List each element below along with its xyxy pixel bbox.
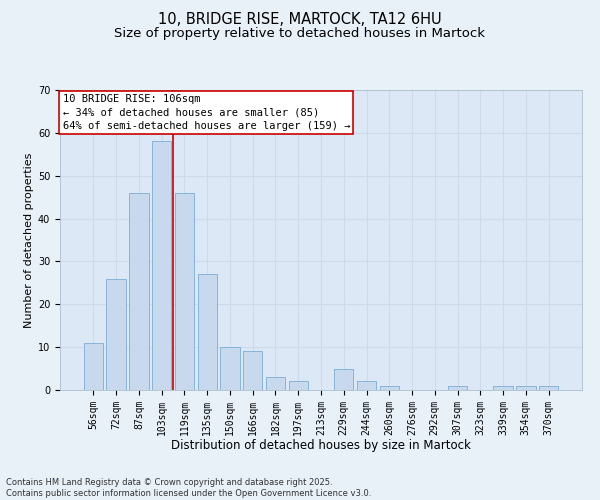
Y-axis label: Number of detached properties: Number of detached properties <box>24 152 34 328</box>
Text: Contains HM Land Registry data © Crown copyright and database right 2025.
Contai: Contains HM Land Registry data © Crown c… <box>6 478 371 498</box>
Bar <box>106 278 126 390</box>
Bar <box>493 386 513 390</box>
Bar <box>516 386 536 390</box>
X-axis label: Distribution of detached houses by size in Martock: Distribution of detached houses by size … <box>171 439 471 452</box>
Text: Size of property relative to detached houses in Martock: Size of property relative to detached ho… <box>115 28 485 40</box>
Bar <box>152 142 172 390</box>
Bar <box>266 377 285 390</box>
Bar <box>243 352 262 390</box>
Text: 10 BRIDGE RISE: 106sqm
← 34% of detached houses are smaller (85)
64% of semi-det: 10 BRIDGE RISE: 106sqm ← 34% of detached… <box>62 94 350 131</box>
Bar <box>289 382 308 390</box>
Bar <box>448 386 467 390</box>
Bar <box>334 368 353 390</box>
Bar <box>357 382 376 390</box>
Text: 10, BRIDGE RISE, MARTOCK, TA12 6HU: 10, BRIDGE RISE, MARTOCK, TA12 6HU <box>158 12 442 28</box>
Bar <box>84 343 103 390</box>
Bar <box>380 386 399 390</box>
Bar <box>197 274 217 390</box>
Bar <box>539 386 558 390</box>
Bar <box>220 347 239 390</box>
Bar <box>175 193 194 390</box>
Bar <box>129 193 149 390</box>
